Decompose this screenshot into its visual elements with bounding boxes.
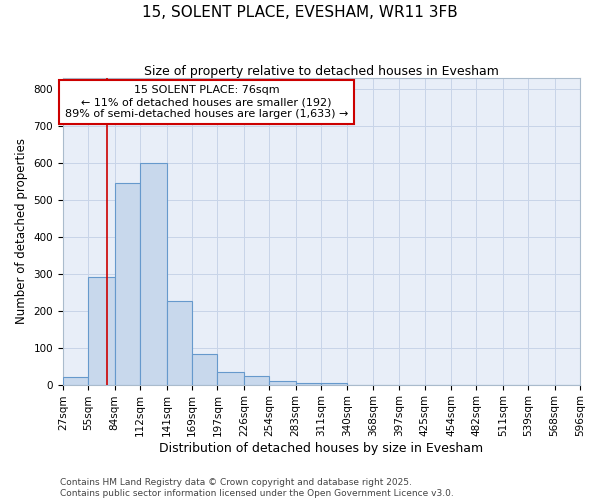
Bar <box>244 376 269 384</box>
Title: Size of property relative to detached houses in Evesham: Size of property relative to detached ho… <box>144 65 499 78</box>
Bar <box>167 302 192 384</box>
Bar <box>115 184 140 384</box>
Bar <box>269 381 296 384</box>
Bar <box>296 383 321 384</box>
Bar <box>192 354 217 384</box>
Bar <box>63 377 88 384</box>
Text: Contains HM Land Registry data © Crown copyright and database right 2025.
Contai: Contains HM Land Registry data © Crown c… <box>60 478 454 498</box>
X-axis label: Distribution of detached houses by size in Evesham: Distribution of detached houses by size … <box>160 442 484 455</box>
Text: 15, SOLENT PLACE, EVESHAM, WR11 3FB: 15, SOLENT PLACE, EVESHAM, WR11 3FB <box>142 5 458 20</box>
Bar <box>88 278 115 384</box>
Bar <box>140 163 167 384</box>
Text: 15 SOLENT PLACE: 76sqm
← 11% of detached houses are smaller (192)
89% of semi-de: 15 SOLENT PLACE: 76sqm ← 11% of detached… <box>65 86 348 118</box>
Y-axis label: Number of detached properties: Number of detached properties <box>15 138 28 324</box>
Bar <box>217 372 244 384</box>
